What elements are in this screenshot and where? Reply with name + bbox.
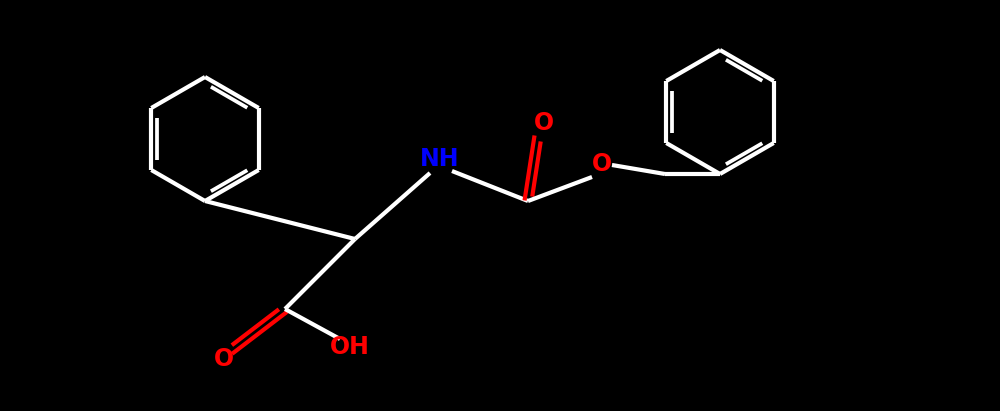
Text: O: O [214,347,234,371]
Text: O: O [534,111,554,135]
Text: O: O [592,152,612,176]
Text: OH: OH [330,335,370,359]
Text: NH: NH [420,147,460,171]
